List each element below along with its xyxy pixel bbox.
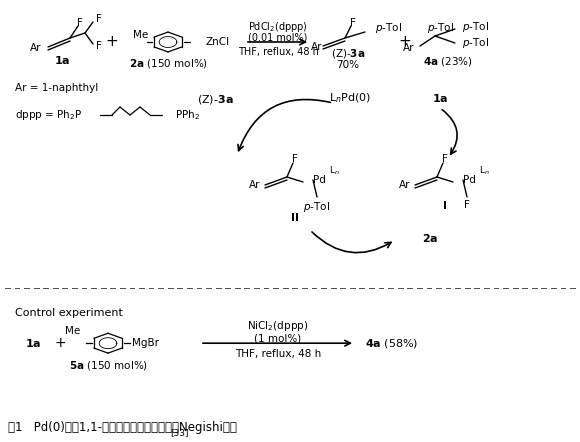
Text: Me: Me <box>65 326 80 336</box>
Text: (0.01 mol%): (0.01 mol%) <box>248 32 307 42</box>
Text: +: + <box>398 34 411 50</box>
Text: $p$-Tol: $p$-Tol <box>462 36 489 50</box>
Text: $\mathbf{2a}$ (150 mol%): $\mathbf{2a}$ (150 mol%) <box>129 57 208 69</box>
Text: $\mathbf{1a}$: $\mathbf{1a}$ <box>25 337 41 349</box>
Text: THF, reflux, 48 h: THF, reflux, 48 h <box>235 349 321 359</box>
Text: Ar: Ar <box>398 180 410 190</box>
Text: PPh$_2$: PPh$_2$ <box>175 108 200 122</box>
Text: THF, reflux, 48 h: THF, reflux, 48 h <box>238 47 318 57</box>
Text: $\mathbf{1a}$: $\mathbf{1a}$ <box>432 92 448 104</box>
Text: L$_n$Pd(0): L$_n$Pd(0) <box>329 91 371 105</box>
Text: 70%: 70% <box>336 60 360 70</box>
Text: Pd: Pd <box>313 175 326 185</box>
Text: Ar: Ar <box>310 42 322 52</box>
Text: F: F <box>442 154 448 164</box>
Text: NiCl$_2$(dppp): NiCl$_2$(dppp) <box>247 319 309 333</box>
Text: (Z)-$\mathbf{3a}$: (Z)-$\mathbf{3a}$ <box>197 94 233 107</box>
Text: Ar: Ar <box>248 180 260 190</box>
Text: [33]: [33] <box>170 428 188 437</box>
Text: +: + <box>106 34 118 50</box>
Text: dppp = Ph$_2$P: dppp = Ph$_2$P <box>15 108 82 122</box>
Text: F: F <box>96 41 102 51</box>
Text: F: F <box>96 14 102 24</box>
Text: PdCl$_2$(dppp): PdCl$_2$(dppp) <box>248 20 308 34</box>
Text: $\mathbf{1a}$: $\mathbf{1a}$ <box>54 54 70 66</box>
Text: F: F <box>77 18 83 28</box>
Text: $\mathbf{2a}$: $\mathbf{2a}$ <box>422 232 438 244</box>
Text: L$_n$: L$_n$ <box>479 165 490 177</box>
Text: $\mathbf{I}$: $\mathbf{I}$ <box>443 199 448 211</box>
Text: Ar: Ar <box>403 43 414 53</box>
Text: L$_n$: L$_n$ <box>329 165 340 177</box>
Text: $\mathbf{4a}$ (23%): $\mathbf{4a}$ (23%) <box>423 56 473 69</box>
Text: (1 mol%): (1 mol%) <box>255 333 302 343</box>
Text: $\mathbf{4a}$ (58%): $\mathbf{4a}$ (58%) <box>365 337 418 350</box>
Text: (Z)-$\mathbf{3a}$: (Z)-$\mathbf{3a}$ <box>331 47 365 61</box>
Text: $\mathbf{II}$: $\mathbf{II}$ <box>291 211 300 223</box>
Text: +: + <box>55 336 67 350</box>
Text: $\mathbf{5a}$ (150 mol%): $\mathbf{5a}$ (150 mol%) <box>68 359 147 372</box>
Text: Ar = 1-naphthyl: Ar = 1-naphthyl <box>15 83 98 93</box>
Text: 图1   Pd(0)催刱1,1-二氟烯烃与有机锤试剂的Negishi反应: 图1 Pd(0)催刱1,1-二氟烯烃与有机锤试剂的Negishi反应 <box>8 422 237 434</box>
Text: Ar: Ar <box>30 43 42 53</box>
Text: MgBr: MgBr <box>132 338 159 348</box>
Text: F: F <box>292 154 298 164</box>
Text: $p$-Tol: $p$-Tol <box>462 20 489 34</box>
Text: Pd: Pd <box>463 175 476 185</box>
Text: ZnCl: ZnCl <box>205 37 229 47</box>
Text: F: F <box>350 18 356 28</box>
Text: Control experiment: Control experiment <box>15 308 123 318</box>
Text: $p$-Tol: $p$-Tol <box>303 200 331 214</box>
Text: Me: Me <box>133 30 148 40</box>
Text: $p$-Tol: $p$-Tol <box>375 21 402 35</box>
Text: $p$-Tol: $p$-Tol <box>427 21 454 35</box>
Text: F: F <box>464 200 470 210</box>
